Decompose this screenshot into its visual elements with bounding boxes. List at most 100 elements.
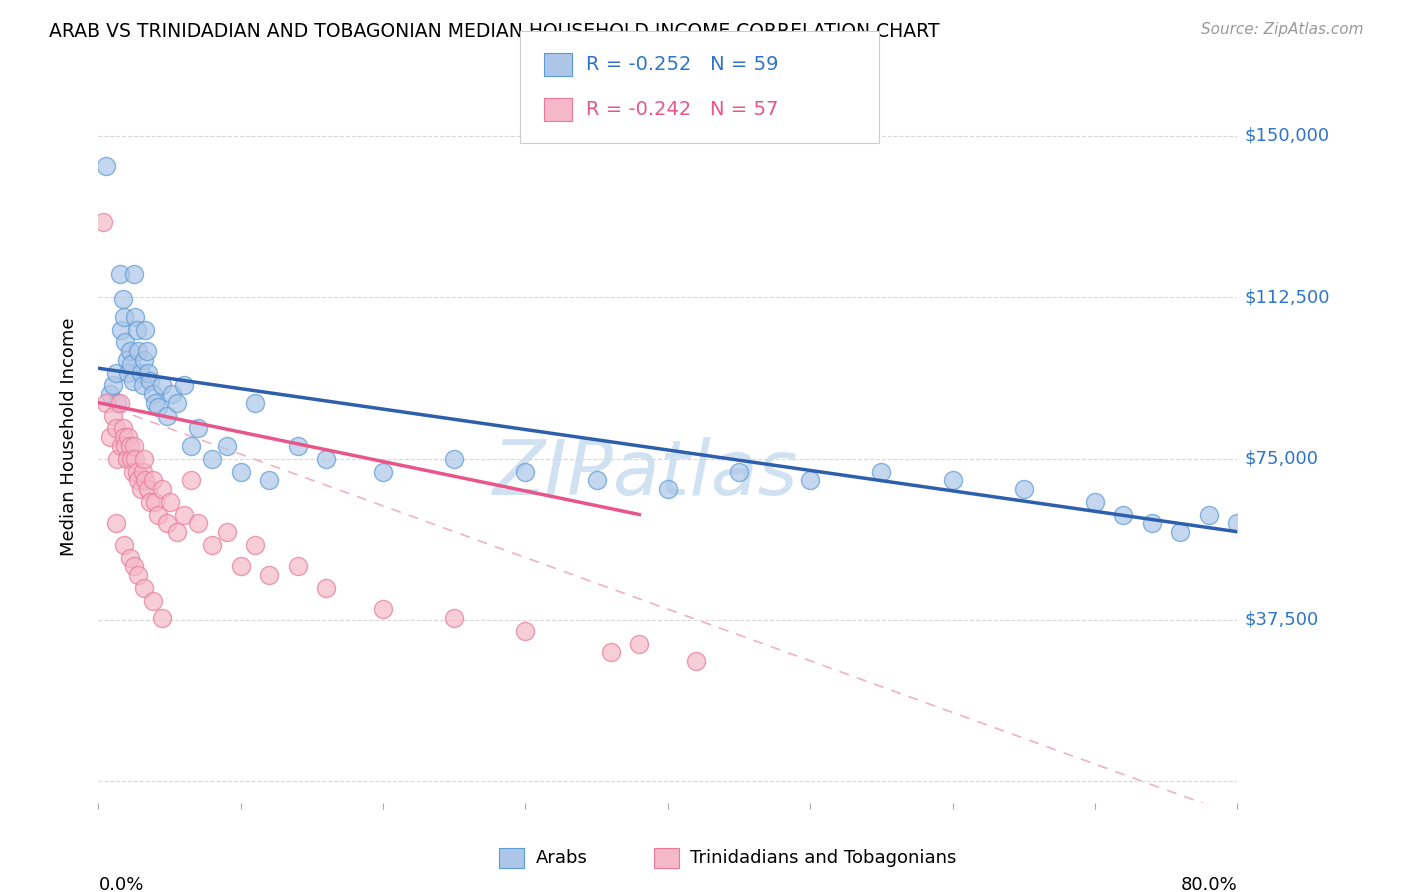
Point [114,335,136,350]
Point [134,473,156,487]
Point [145,494,167,508]
Point [138,494,160,508]
Point [515,465,537,479]
Point [136,366,159,380]
Text: $37,500: $37,500 [1244,611,1319,629]
Point [201,451,224,466]
Point [110,439,132,453]
Point [138,374,160,388]
Text: Source: ZipAtlas.com: Source: ZipAtlas.com [1201,22,1364,37]
Point [600,645,623,659]
Point [105,395,128,409]
Point [215,439,238,453]
Point [111,421,134,435]
Point [173,378,195,392]
Point [104,366,127,380]
Point [136,482,159,496]
Point [148,400,170,414]
Point [799,473,821,487]
Point [112,538,135,552]
Point [156,516,179,530]
Point [104,421,127,435]
Point [162,387,184,401]
Point [315,581,337,595]
Point [685,654,707,668]
Point [131,378,153,392]
Point [129,366,152,380]
Point [1226,516,1249,530]
Point [1112,508,1135,522]
Point [127,567,149,582]
Point [91,215,114,229]
Point [187,516,209,530]
Point [98,387,121,401]
Point [122,267,145,281]
Point [117,366,139,380]
Point [127,344,149,359]
Point [515,624,537,638]
Point [122,439,145,453]
Point [112,310,135,324]
Point [156,409,179,423]
Text: ZIPatlas: ZIPatlas [492,437,797,510]
Point [112,430,135,444]
Point [131,465,153,479]
Point [373,465,395,479]
Text: R = -0.242   N = 57: R = -0.242 N = 57 [586,100,779,119]
Point [229,465,252,479]
Point [121,465,143,479]
Point [132,352,155,367]
Text: R = -0.252   N = 59: R = -0.252 N = 59 [586,55,779,74]
Point [728,465,751,479]
Point [124,451,146,466]
Point [1084,494,1107,508]
Point [585,473,607,487]
Point [152,378,174,392]
Point [152,482,174,496]
Point [129,482,152,496]
Point [110,322,132,336]
Point [180,473,202,487]
Point [105,451,128,466]
Point [173,508,195,522]
Point [125,465,148,479]
Point [215,524,238,539]
Point [657,482,679,496]
Point [1012,482,1035,496]
Point [166,395,188,409]
Point [145,395,167,409]
Point [127,473,149,487]
Point [108,267,131,281]
Point [117,430,139,444]
Point [122,559,145,574]
Point [1140,516,1163,530]
Point [115,352,138,367]
Point [315,451,337,466]
Point [121,374,143,388]
Text: 80.0%: 80.0% [1181,876,1237,892]
Point [287,559,309,574]
Point [132,581,155,595]
Point [114,439,136,453]
Text: ARAB VS TRINIDADIAN AND TOBAGONIAN MEDIAN HOUSEHOLD INCOME CORRELATION CHART: ARAB VS TRINIDADIAN AND TOBAGONIAN MEDIA… [49,22,939,41]
Point [373,602,395,616]
Point [118,439,141,453]
Point [159,494,181,508]
Point [135,344,157,359]
Point [243,538,266,552]
Text: $150,000: $150,000 [1244,127,1330,145]
Point [98,430,121,444]
Point [201,538,224,552]
Point [101,378,124,392]
Point [132,451,155,466]
Point [111,293,134,307]
Point [287,439,309,453]
Point [94,395,117,409]
Text: Trinidadians and Tobagonians: Trinidadians and Tobagonians [690,849,956,867]
Point [120,357,142,371]
Point [259,567,281,582]
Point [942,473,965,487]
Text: Arabs: Arabs [536,849,588,867]
Point [1170,524,1192,539]
Text: $112,500: $112,500 [1244,288,1330,306]
